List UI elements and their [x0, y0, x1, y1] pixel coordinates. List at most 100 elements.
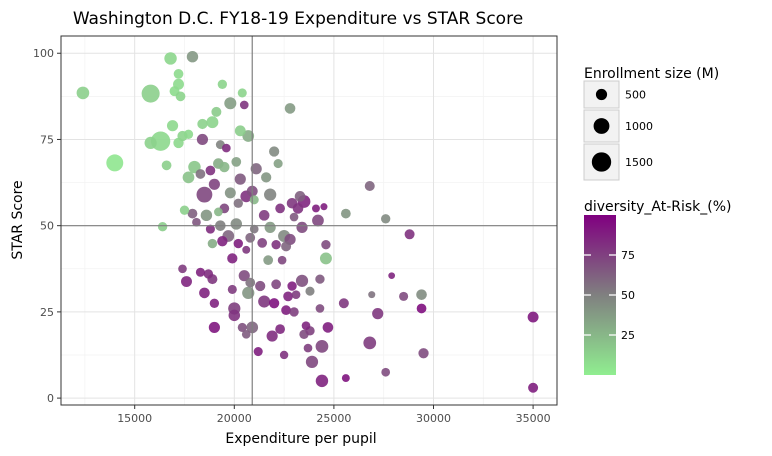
data-point [527, 311, 539, 323]
data-point [166, 120, 179, 132]
data-point [249, 195, 259, 205]
data-point [195, 169, 206, 179]
data-point [275, 203, 285, 214]
data-point [209, 298, 220, 308]
x-tick-label: 25000 [316, 412, 351, 425]
data-point [106, 154, 124, 172]
x-tick-label: 15000 [117, 412, 152, 425]
data-point [228, 309, 241, 322]
data-point [281, 305, 291, 316]
data-point [205, 224, 215, 234]
data-point [258, 295, 271, 308]
data-points [76, 50, 539, 393]
data-point [214, 207, 223, 217]
colorbar-label: 75 [621, 249, 635, 262]
data-point [196, 186, 213, 203]
data-point [242, 130, 255, 142]
data-point [381, 214, 391, 224]
data-point [283, 291, 293, 302]
data-point [179, 205, 190, 215]
data-point [264, 221, 276, 233]
data-point [199, 287, 210, 299]
data-point [291, 290, 301, 299]
data-point [266, 330, 278, 342]
data-point [178, 264, 187, 274]
data-point [233, 238, 243, 249]
data-point [271, 279, 282, 290]
data-point [242, 245, 251, 254]
size-legend-label: 500 [625, 89, 646, 102]
data-point [381, 367, 391, 377]
data-point [161, 160, 172, 171]
data-point [271, 239, 281, 250]
data-point [275, 324, 285, 335]
data-point [186, 50, 199, 63]
data-point [279, 350, 289, 360]
data-point [197, 118, 208, 130]
data-point [187, 208, 198, 219]
plot-area [60, 35, 558, 406]
data-point [289, 212, 299, 222]
size-legend-title: Enrollment size (M) [584, 66, 719, 82]
data-point [144, 136, 157, 150]
plot-border [60, 35, 558, 406]
data-point [399, 291, 409, 301]
data-point [368, 291, 376, 299]
x-tick-label: 35000 [516, 412, 551, 425]
data-point [416, 303, 427, 314]
x-axis-title: Expenditure per pupil [225, 431, 376, 447]
data-point [253, 347, 263, 357]
data-point [284, 103, 296, 114]
data-point [224, 187, 236, 199]
data-point [224, 97, 237, 110]
data-point [237, 322, 247, 332]
data-point [207, 238, 218, 249]
y-tick-label: 0 [47, 392, 54, 405]
data-point [195, 267, 205, 277]
size-legend-symbol [595, 88, 608, 101]
data-point [321, 239, 331, 250]
data-point [208, 321, 220, 333]
data-point [173, 69, 184, 79]
data-point [528, 382, 539, 393]
data-point [76, 86, 90, 100]
data-point [301, 321, 311, 331]
data-point [141, 84, 160, 103]
major-gridlines [61, 36, 557, 405]
data-point [245, 232, 256, 243]
data-point [222, 143, 231, 153]
color-legend: diversity_At-Risk_(%) 25 50 75 [584, 199, 732, 375]
reference-lines [61, 36, 557, 405]
data-point [211, 106, 222, 117]
data-point [315, 374, 329, 388]
data-point [315, 304, 325, 313]
y-axis: 0 25 50 75 100 [33, 47, 61, 405]
data-point [231, 157, 242, 167]
data-point [239, 100, 249, 110]
data-point [305, 286, 315, 296]
y-axis-title: STAR Score [10, 180, 26, 259]
data-point [289, 307, 299, 317]
data-point [217, 79, 228, 89]
data-point [182, 171, 195, 184]
data-point [233, 198, 243, 208]
data-point [292, 203, 304, 214]
data-point [203, 269, 214, 279]
data-point [305, 355, 319, 369]
data-point [261, 172, 272, 183]
data-point [295, 274, 309, 287]
data-point [245, 277, 256, 288]
data-point [404, 229, 415, 240]
data-point [263, 255, 274, 266]
x-tick-label: 30000 [416, 412, 451, 425]
data-point [242, 286, 255, 300]
y-tick-label: 25 [40, 306, 54, 319]
data-point [281, 241, 292, 252]
data-point [315, 340, 329, 353]
size-legend-symbol [591, 152, 612, 172]
data-point [258, 210, 270, 221]
data-point [303, 343, 313, 353]
data-point [250, 163, 262, 175]
color-legend-title: diversity_At-Risk_(%) [584, 199, 732, 215]
size-legend: Enrollment size (M) 500 1000 1500 [583, 66, 719, 181]
